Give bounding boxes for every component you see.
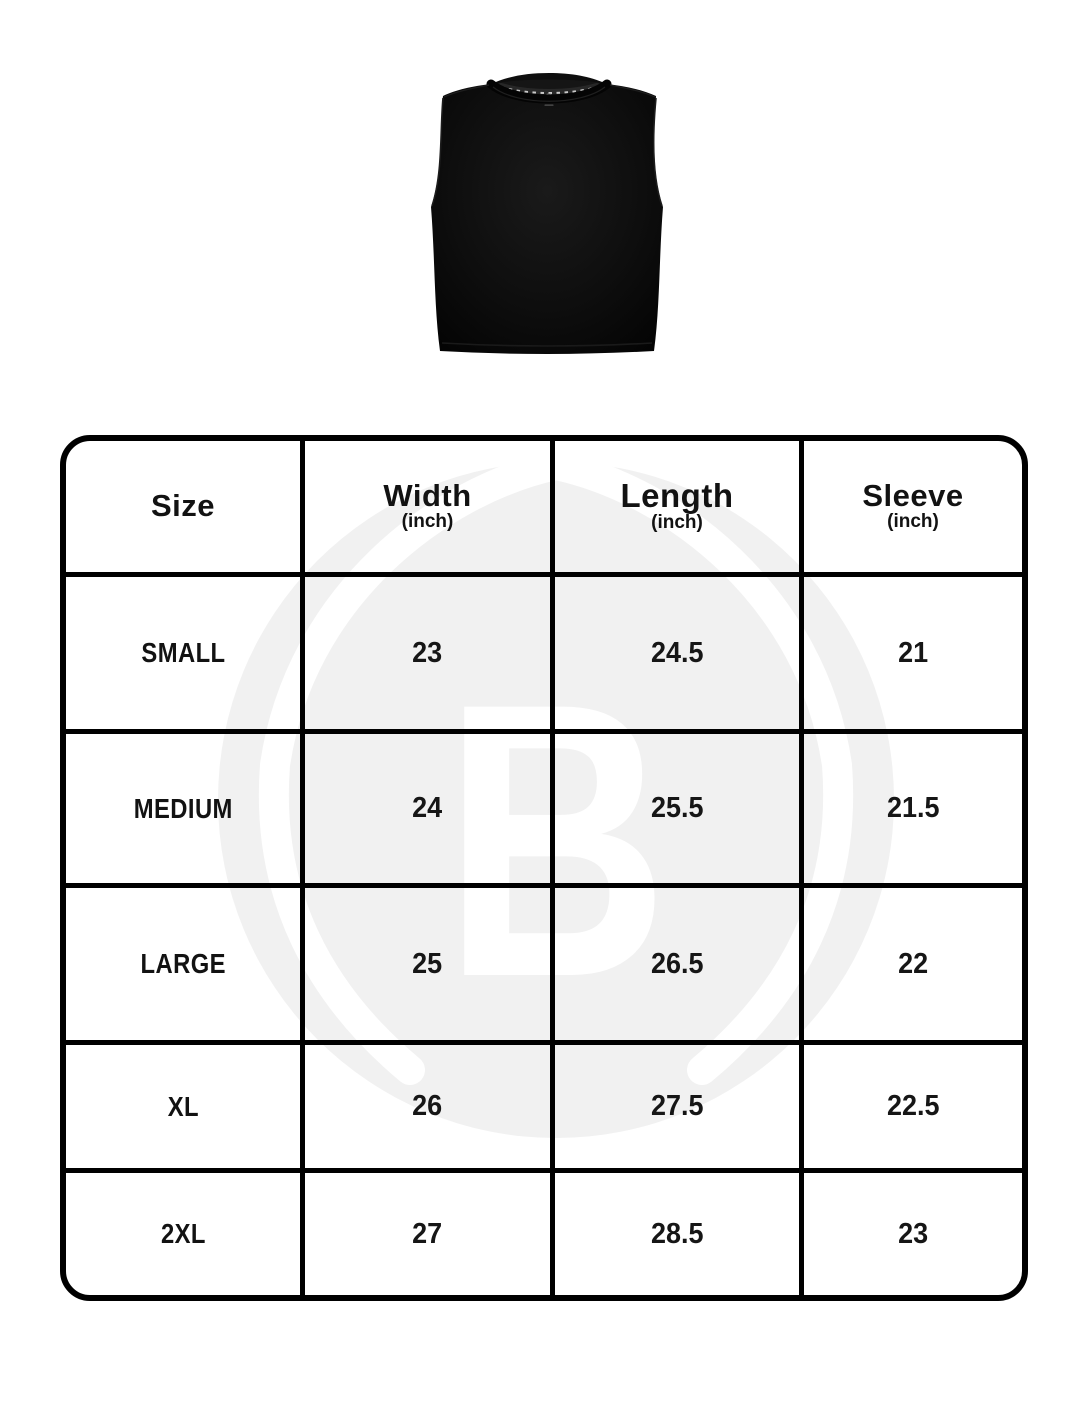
row-large-length-cell: 26.5 <box>550 883 799 1040</box>
collar-band-edge <box>492 86 606 102</box>
header-size-label: Size <box>150 488 216 524</box>
sleeve-value: 22.5 <box>886 1090 940 1122</box>
size-label: LARGE <box>140 948 226 979</box>
length-value: 25.5 <box>650 792 704 824</box>
row-xl-sleeve-cell: 22.5 <box>799 1040 1022 1168</box>
size-label: SMALL <box>140 637 226 668</box>
length-value: 26.5 <box>650 947 704 980</box>
row-small-size-cell: SMALL <box>66 572 300 729</box>
width-value: 25 <box>412 947 443 980</box>
row-xl-size-cell: XL <box>66 1040 300 1168</box>
row-large-sleeve-cell: 22 <box>799 883 1022 1040</box>
header-cell-sleeve: Sleeve (inch) <box>799 441 1022 572</box>
sleeve-value: 22 <box>897 947 928 980</box>
row-xl-length-cell: 27.5 <box>550 1040 799 1168</box>
basketball-circle <box>218 462 894 1138</box>
size-label: XL <box>167 1090 199 1122</box>
sleeve-value: 21 <box>897 636 928 669</box>
row-2xl-size-cell: 2XL <box>66 1168 300 1295</box>
watermark-letter: B <box>443 622 668 1058</box>
shoulder-seam-left <box>443 84 490 98</box>
header-width-label: Width <box>383 477 472 513</box>
header-length-label: Length <box>620 476 734 514</box>
header-sleeve-unit: (inch) <box>887 511 939 533</box>
width-value: 27 <box>412 1217 443 1250</box>
header-cell-size: Size <box>66 441 300 572</box>
size-chart-table: B Size Width (inch) Length (inch) Sleeve… <box>60 435 1028 1301</box>
size-chart-grid: Size Width (inch) Length (inch) Sleeve (… <box>66 441 1022 1295</box>
size-label: MEDIUM <box>133 792 233 824</box>
row-medium-width-cell: 24 <box>300 729 550 883</box>
basketball-seam-right <box>541 450 854 1085</box>
header-width-unit: (inch) <box>401 511 454 533</box>
tank-body <box>431 73 663 354</box>
basketball-seam-left <box>258 450 571 1085</box>
header-sleeve-label: Sleeve <box>862 477 964 513</box>
armhole-right <box>652 97 663 207</box>
row-large-width-cell: 25 <box>300 883 550 1040</box>
row-2xl-width-cell: 27 <box>300 1168 550 1295</box>
row-small-sleeve-cell: 21 <box>799 572 1022 729</box>
row-medium-size-cell: MEDIUM <box>66 729 300 883</box>
row-xl-width-cell: 26 <box>300 1040 550 1168</box>
width-value: 23 <box>412 636 443 669</box>
sleeveless-tank-graphic <box>431 73 663 354</box>
sleeve-value: 23 <box>897 1217 928 1250</box>
header-cell-length: Length (inch) <box>550 441 799 572</box>
row-small-width-cell: 23 <box>300 572 550 729</box>
row-large-size-cell: LARGE <box>66 883 300 1040</box>
collar-band <box>486 79 612 104</box>
length-value: 28.5 <box>650 1217 704 1250</box>
width-value: 26 <box>412 1090 443 1122</box>
header-length-unit: (inch) <box>651 512 703 534</box>
hem-stitch <box>441 342 653 347</box>
length-value: 27.5 <box>650 1090 704 1122</box>
product-photo <box>427 57 663 357</box>
brand-neck-label-text <box>544 104 554 106</box>
row-2xl-sleeve-cell: 23 <box>799 1168 1022 1295</box>
width-value: 24 <box>412 792 443 824</box>
sleeve-value: 21.5 <box>886 792 940 824</box>
row-medium-sleeve-cell: 21.5 <box>799 729 1022 883</box>
shoulder-seam-right <box>609 84 656 98</box>
row-2xl-length-cell: 28.5 <box>550 1168 799 1295</box>
row-small-length-cell: 24.5 <box>550 572 799 729</box>
length-value: 24.5 <box>650 636 704 669</box>
armhole-left <box>431 97 444 207</box>
basketball-logo-watermark: B <box>218 450 894 1138</box>
size-label: 2XL <box>160 1218 206 1249</box>
row-medium-length-cell: 25.5 <box>550 729 799 883</box>
header-cell-width: Width (inch) <box>300 441 550 572</box>
